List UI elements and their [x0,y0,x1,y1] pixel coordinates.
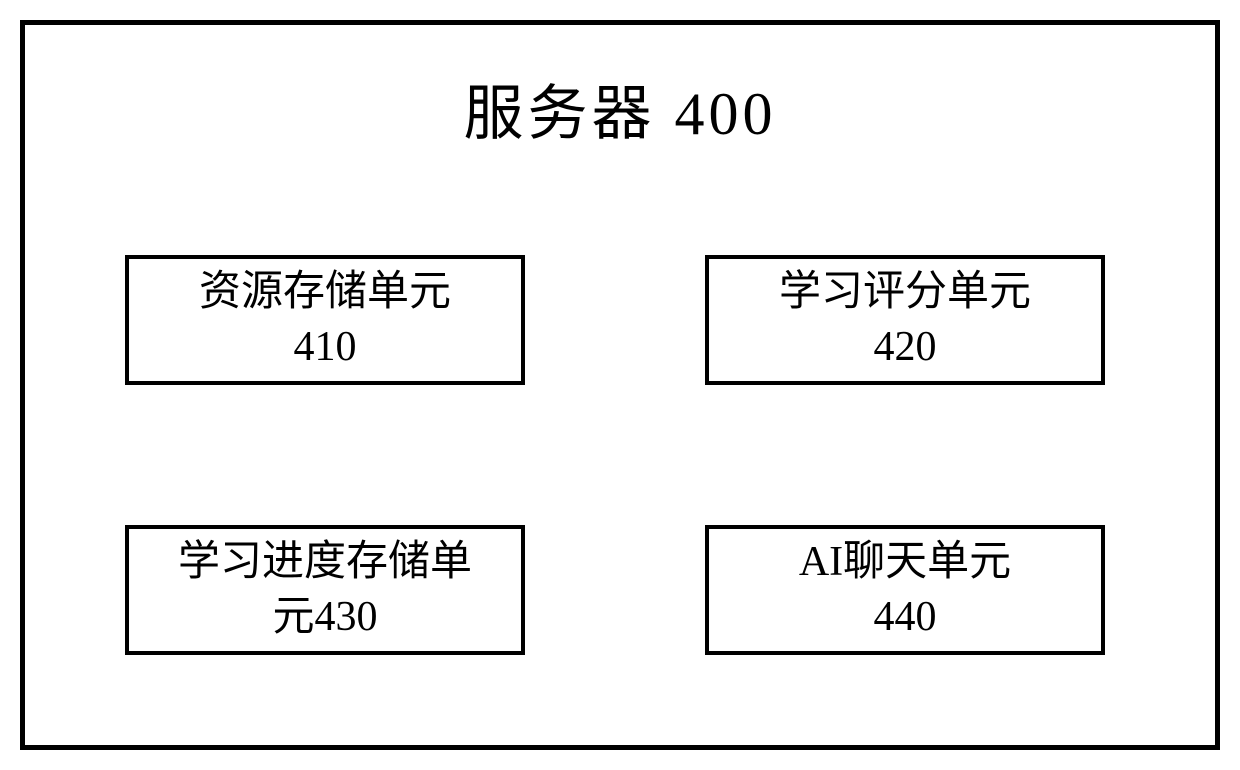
box-label-line1: 学习进度存储单 [178,535,472,590]
box-learning-progress-storage-unit: 学习进度存储单 元430 [125,525,525,655]
box-label-line2: 410 [294,320,357,375]
box-label-line2: 元430 [272,590,377,645]
box-ai-chat-unit: AI聊天单元 440 [705,525,1105,655]
server-diagram-container: 服务器 400 资源存储单元 410 学习评分单元 420 学习进度存储单 元4… [20,20,1220,750]
box-label-line1: 学习评分单元 [779,265,1031,320]
box-label-line2: 420 [874,320,937,375]
box-label-line2: 440 [874,590,937,645]
box-label-line1: AI聊天单元 [799,535,1011,590]
box-label-line1: 资源存储单元 [199,265,451,320]
box-resource-storage-unit: 资源存储单元 410 [125,255,525,385]
box-learning-scoring-unit: 学习评分单元 420 [705,255,1105,385]
diagram-title: 服务器 400 [25,65,1215,152]
